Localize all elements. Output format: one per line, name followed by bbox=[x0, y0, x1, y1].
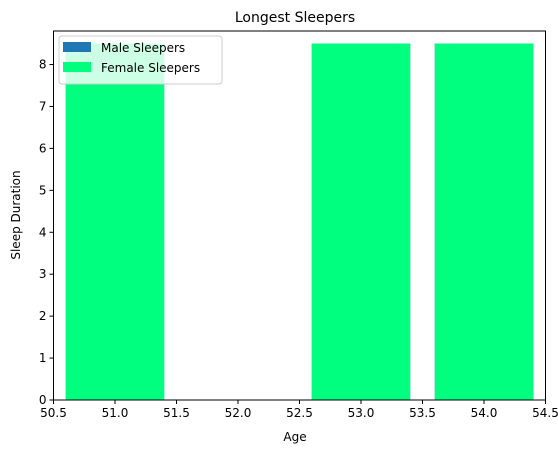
y-tick-label: 6 bbox=[39, 141, 47, 155]
legend-swatch-1 bbox=[63, 42, 91, 52]
legend-box bbox=[58, 35, 223, 85]
bar-series-2-54 bbox=[434, 43, 534, 401]
x-tick-label: 53.5 bbox=[409, 406, 436, 420]
x-tick-label: 52.0 bbox=[225, 406, 252, 420]
x-tick-label: 54.0 bbox=[471, 406, 498, 420]
y-tick-label: 1 bbox=[39, 351, 47, 365]
y-tick-label: 2 bbox=[39, 309, 47, 323]
legend-label-2: Female Sleepers bbox=[101, 61, 200, 75]
x-tick-label: 51.5 bbox=[163, 406, 190, 420]
bar-series-2-53 bbox=[311, 43, 411, 401]
bars-layer bbox=[65, 43, 534, 401]
x-axis-label: Age bbox=[283, 430, 306, 444]
y-tick-label: 5 bbox=[39, 183, 47, 197]
y-axis-label: Sleep Duration bbox=[9, 170, 23, 259]
y-tick-label: 4 bbox=[39, 225, 47, 239]
x-tick-label: 54.5 bbox=[532, 406, 558, 420]
y-tick-label: 7 bbox=[39, 99, 47, 113]
x-tick-label: 52.5 bbox=[286, 406, 313, 420]
axes-layer: 50.5 51.0 51.5 52.0 52.5 53.0 53.5 54.0 54.5 0 1 2 3… bbox=[39, 30, 558, 420]
y-tick-label: 8 bbox=[39, 58, 47, 72]
x-tick-label: 51.0 bbox=[102, 406, 129, 420]
bar-series-2-51 bbox=[65, 43, 165, 401]
x-tick-label: 50.5 bbox=[40, 406, 67, 420]
legend: Male Sleepers Female Sleepers bbox=[58, 35, 223, 85]
y-tick-label: 3 bbox=[39, 267, 47, 281]
chart-title: Longest Sleepers bbox=[235, 10, 355, 26]
legend-label-1: Male Sleepers bbox=[101, 41, 185, 55]
legend-swatch-2 bbox=[63, 62, 91, 72]
y-tick-label: 0 bbox=[39, 393, 47, 407]
x-tick-label: 53.0 bbox=[348, 406, 375, 420]
